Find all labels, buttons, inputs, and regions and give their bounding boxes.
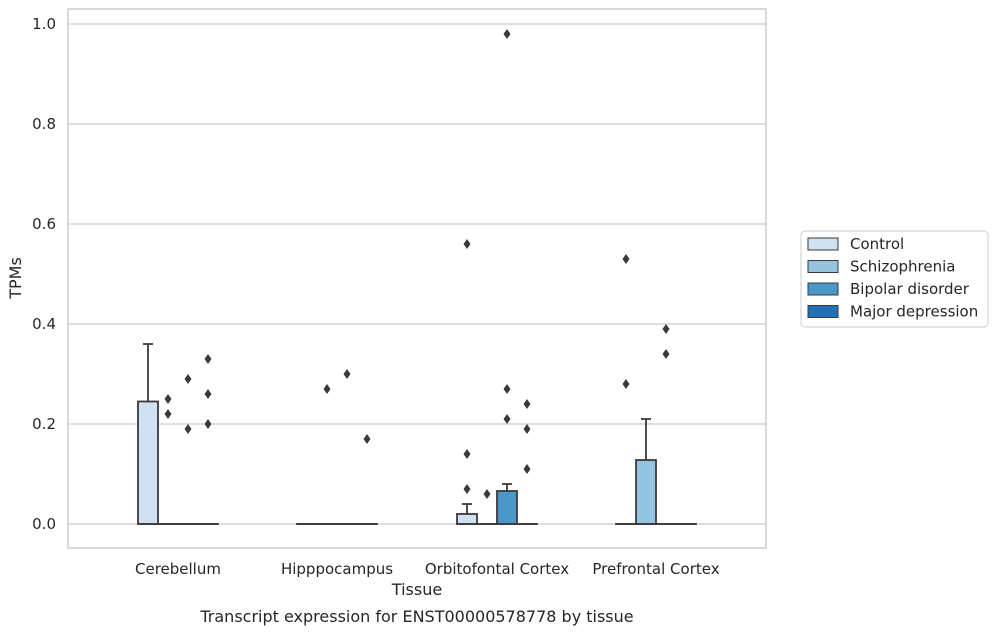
legend-label: Bipolar disorder	[850, 280, 970, 298]
legend-swatch	[807, 282, 839, 296]
outlier-point	[204, 389, 212, 399]
outlier-point	[204, 354, 212, 364]
y-tick-label: 1.0	[32, 15, 56, 33]
outlier-point	[463, 484, 471, 494]
box-body	[496, 490, 518, 525]
box-control	[456, 503, 478, 525]
legend-label: Major depression	[850, 303, 978, 321]
legend-label: Schizophrenia	[850, 258, 955, 276]
y-tick-label: 0.8	[32, 115, 56, 133]
x-tick-label: Cerebellum	[135, 560, 221, 578]
outlier-point	[622, 379, 630, 389]
legend-swatch	[807, 237, 839, 251]
box-bipolar-disorder	[496, 483, 518, 525]
outlier-point	[523, 424, 531, 434]
outlier-point	[662, 324, 670, 334]
outlier-point	[323, 384, 331, 394]
outlier-point	[204, 419, 212, 429]
x-axis-label: Tissue	[391, 580, 442, 599]
y-tick-label: 0.2	[32, 415, 56, 433]
outlier-point	[503, 29, 511, 39]
outlier-point	[523, 464, 531, 474]
legend-frame	[800, 230, 989, 328]
chart-caption: Transcript expression for ENST0000057877…	[199, 607, 633, 626]
outlier-point	[622, 254, 630, 264]
outlier-point	[184, 374, 192, 384]
outlier-points	[164, 29, 670, 499]
legend: Control Schizophrenia Bipolar disorder Majo…	[800, 230, 989, 328]
outlier-point	[503, 414, 511, 424]
plot-area-frame	[67, 8, 767, 549]
outlier-point	[523, 399, 531, 409]
outlier-point	[483, 489, 491, 499]
x-axis-ticks: Cerebellum Hipppocampus Orbitofontal Corte…	[135, 560, 720, 578]
outlier-point	[463, 239, 471, 249]
outlier-point	[164, 394, 172, 404]
outlier-point	[184, 424, 192, 434]
outlier-point	[503, 384, 511, 394]
outlier-point	[343, 369, 351, 379]
outlier-point	[463, 449, 471, 459]
boxes	[137, 343, 697, 525]
outlier-point	[164, 409, 172, 419]
legend-swatch	[807, 305, 839, 318]
outlier-point	[662, 349, 670, 359]
x-tick-label: Prefrontal Cortex	[592, 560, 719, 578]
y-axis-ticks: 0.0 0.2 0.4 0.6 0.8 1.0	[32, 15, 56, 533]
legend-swatch	[807, 260, 839, 273]
box-control	[137, 343, 159, 525]
x-tick-label: Hipppocampus	[281, 560, 393, 578]
legend-label: Control	[850, 235, 904, 253]
grid-lines	[68, 23, 766, 525]
y-axis-label: TPMs	[6, 257, 25, 300]
x-tick-label: Orbitofontal Cortex	[425, 560, 569, 578]
y-tick-label: 0.6	[32, 215, 56, 233]
y-tick-label: 0.4	[32, 315, 56, 333]
box-schizophrenia	[635, 418, 657, 525]
box-body	[635, 459, 657, 525]
outlier-point	[363, 434, 371, 444]
box-body	[456, 513, 478, 525]
legend-items: Control Schizophrenia Bipolar disorder Majo…	[807, 235, 978, 321]
box-body	[137, 400, 159, 525]
y-tick-label: 0.0	[32, 515, 56, 533]
